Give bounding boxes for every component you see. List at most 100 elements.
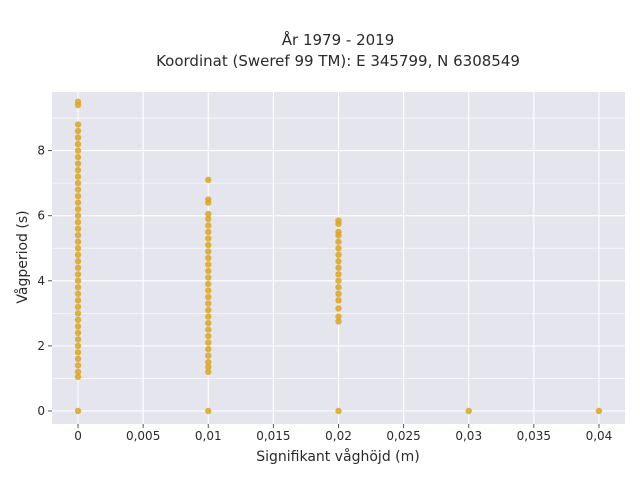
data-point bbox=[74, 342, 82, 350]
x-tick-label: 0 bbox=[74, 429, 82, 443]
data-point bbox=[335, 290, 342, 298]
x-axis-label: Signifikant våghöjd (m) bbox=[256, 448, 419, 465]
data-point bbox=[74, 186, 82, 193]
data-point bbox=[74, 140, 82, 148]
data-point bbox=[205, 196, 212, 203]
data-point bbox=[205, 176, 212, 184]
data-point bbox=[74, 153, 82, 161]
x-tick-label: 0,035 bbox=[517, 429, 551, 443]
data-point bbox=[74, 323, 82, 330]
x-tick-label: 0,025 bbox=[386, 429, 420, 443]
data-point bbox=[74, 284, 82, 291]
data-point bbox=[74, 407, 82, 415]
data-point bbox=[205, 241, 212, 249]
data-point bbox=[335, 313, 342, 320]
scatter-points bbox=[74, 98, 603, 415]
data-point bbox=[74, 258, 82, 265]
data-point bbox=[205, 293, 212, 301]
data-point bbox=[74, 303, 82, 311]
data-point bbox=[74, 134, 82, 141]
data-point bbox=[74, 212, 82, 219]
data-point bbox=[74, 232, 82, 239]
data-point bbox=[205, 326, 212, 333]
data-point bbox=[335, 245, 342, 252]
data-point bbox=[205, 319, 212, 327]
data-point bbox=[74, 166, 82, 174]
data-point bbox=[74, 349, 82, 356]
data-point bbox=[74, 192, 82, 200]
data-point bbox=[74, 225, 82, 232]
data-point bbox=[205, 228, 212, 236]
data-point bbox=[335, 251, 342, 258]
data-point bbox=[205, 358, 212, 366]
data-point bbox=[74, 127, 82, 135]
grid bbox=[52, 92, 625, 424]
data-point bbox=[74, 290, 82, 298]
data-point bbox=[74, 297, 82, 304]
data-point bbox=[74, 310, 82, 317]
data-point bbox=[335, 318, 342, 325]
data-point bbox=[74, 271, 82, 278]
y-tick-label: 0 bbox=[37, 404, 45, 418]
data-point bbox=[205, 313, 212, 320]
data-point bbox=[205, 287, 212, 294]
data-point bbox=[205, 300, 212, 307]
data-point bbox=[205, 368, 212, 376]
data-point bbox=[205, 332, 212, 340]
data-point bbox=[335, 271, 342, 278]
data-point bbox=[74, 251, 82, 258]
y-axis-label: Vågperiod (s) bbox=[14, 210, 31, 303]
data-point bbox=[205, 345, 212, 353]
data-point bbox=[335, 228, 342, 236]
data-point bbox=[74, 329, 82, 337]
data-point bbox=[335, 284, 342, 291]
data-point bbox=[335, 217, 342, 224]
data-point bbox=[205, 407, 212, 415]
data-point bbox=[74, 147, 82, 154]
data-point bbox=[74, 205, 82, 213]
data-point bbox=[205, 306, 212, 314]
data-point bbox=[335, 277, 342, 284]
y-axis-ticks: 0 2 4 6 8 bbox=[37, 144, 52, 418]
x-tick-label: 0,03 bbox=[455, 429, 482, 443]
x-tick-label: 0,005 bbox=[126, 429, 160, 443]
x-tick-label: 0,015 bbox=[256, 429, 290, 443]
data-point bbox=[205, 222, 212, 229]
data-point bbox=[74, 179, 82, 187]
data-point bbox=[205, 363, 212, 371]
data-point bbox=[74, 355, 82, 363]
data-point bbox=[74, 373, 82, 381]
data-point bbox=[205, 235, 212, 242]
x-tick-label: 0,01 bbox=[195, 429, 222, 443]
data-point bbox=[205, 280, 212, 288]
data-point bbox=[74, 160, 82, 167]
y-tick-label: 6 bbox=[37, 209, 45, 223]
data-point bbox=[335, 297, 342, 304]
data-point bbox=[335, 238, 342, 245]
data-point bbox=[74, 368, 82, 376]
x-tick-label: 0,04 bbox=[586, 429, 613, 443]
data-point bbox=[205, 352, 212, 359]
x-axis-ticks: 0 0,005 0,01 0,015 0,02 0,025 0,03 0,035 0,04 bbox=[74, 424, 612, 443]
data-point bbox=[74, 277, 82, 284]
data-point bbox=[205, 274, 212, 281]
y-tick-label: 4 bbox=[37, 274, 45, 288]
data-point bbox=[74, 218, 82, 226]
data-point bbox=[205, 267, 212, 275]
x-tick-label: 0,02 bbox=[325, 429, 352, 443]
data-point bbox=[74, 98, 82, 105]
data-point bbox=[74, 173, 82, 180]
data-point bbox=[74, 121, 82, 128]
y-tick-label: 8 bbox=[37, 144, 45, 158]
data-point bbox=[205, 210, 212, 218]
y-tick-label: 2 bbox=[37, 339, 45, 353]
data-point bbox=[335, 264, 342, 271]
data-point bbox=[74, 264, 82, 271]
data-point bbox=[335, 407, 342, 415]
chart-title-line2: Koordinat (Sweref 99 TM): E 345799, N 63… bbox=[156, 52, 520, 70]
data-point bbox=[205, 254, 212, 262]
data-point bbox=[74, 199, 82, 206]
data-point bbox=[465, 407, 472, 415]
data-point bbox=[335, 258, 342, 265]
